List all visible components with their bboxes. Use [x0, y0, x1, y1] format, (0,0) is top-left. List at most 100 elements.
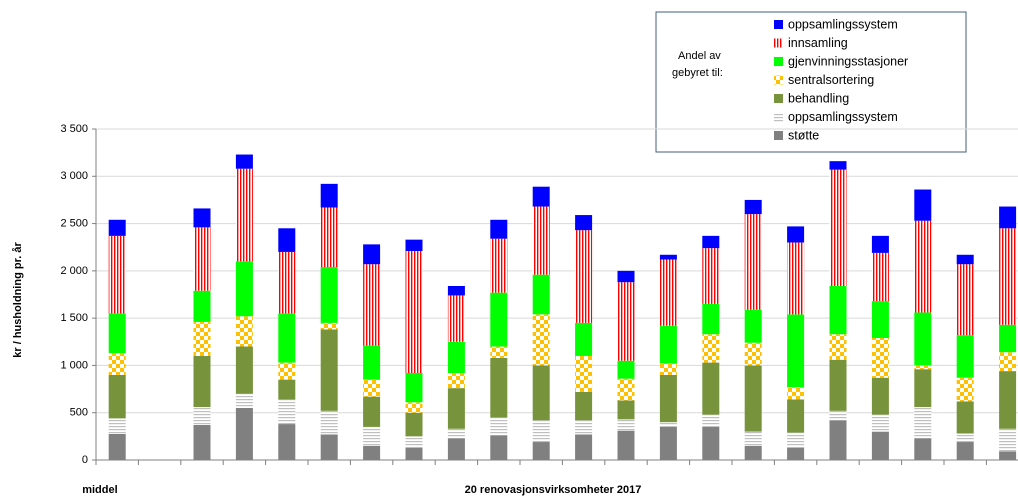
bar-segment — [999, 371, 1017, 429]
bar-segment — [447, 428, 465, 439]
bar-segment — [659, 259, 677, 326]
bar-segment — [363, 345, 381, 380]
bar-segment — [278, 313, 296, 363]
y-tick-label: 1 500 — [60, 312, 88, 324]
bar-segment — [871, 252, 889, 302]
y-tick-label: 1 000 — [60, 359, 88, 371]
bar-segment — [532, 442, 550, 460]
bar-segment — [829, 161, 847, 170]
bar-segment — [108, 353, 126, 375]
bar-segment — [108, 433, 126, 460]
bar-segment — [532, 274, 550, 315]
bar-segment — [193, 290, 211, 322]
bar-segment — [447, 388, 465, 429]
bar-segment — [320, 410, 338, 435]
bar-segment — [490, 238, 508, 293]
legend-swatch — [774, 112, 783, 122]
bar-segment — [956, 442, 974, 460]
bar-segment — [405, 436, 423, 448]
bar-segment — [914, 365, 932, 370]
bar-segment — [617, 360, 635, 379]
bar-segment — [956, 377, 974, 402]
bar-segment — [956, 335, 974, 378]
legend-label: støtte — [788, 128, 819, 142]
bar-segment — [617, 400, 635, 420]
bar-segment — [829, 285, 847, 335]
bar-segment — [914, 438, 932, 460]
bar-segment — [108, 313, 126, 354]
bar-segment — [956, 254, 974, 265]
bar-segment — [490, 417, 508, 436]
bar-segment — [575, 322, 593, 356]
y-tick-label: 3 500 — [60, 123, 88, 135]
bar-segment — [702, 303, 720, 335]
bar-segment — [532, 206, 550, 275]
bar-segment — [320, 183, 338, 208]
bar-segment — [447, 372, 465, 389]
bar-segment — [320, 322, 338, 330]
bar-segment — [235, 168, 253, 262]
bar-segment — [956, 401, 974, 434]
bar-segment — [405, 447, 423, 460]
bar-segment — [235, 346, 253, 394]
legend-swatch — [774, 57, 783, 66]
bar-segment — [490, 435, 508, 460]
bar-segment — [744, 431, 762, 446]
bar-segment — [999, 324, 1017, 353]
legend-swatch — [774, 38, 783, 48]
bar-segment — [702, 334, 720, 363]
bar-segment — [490, 357, 508, 418]
bar-segment — [999, 428, 1017, 452]
bar-segment — [787, 314, 805, 388]
bar-segment — [914, 312, 932, 366]
bar-segment — [193, 355, 211, 408]
bar-segment — [659, 254, 677, 260]
bar-segment — [659, 426, 677, 460]
y-tick-label: 3 000 — [60, 170, 88, 182]
bar-segment — [108, 374, 126, 419]
bar-segment — [999, 451, 1017, 460]
bar-segment — [108, 235, 126, 314]
bar-segment — [871, 235, 889, 253]
bar-segment — [999, 352, 1017, 372]
legend-label: oppsamlingssystem — [788, 17, 898, 31]
bar-segment — [108, 418, 126, 434]
bar-segment — [744, 365, 762, 432]
bar-segment — [702, 362, 720, 415]
bar-segment — [278, 362, 296, 380]
y-tick-label: 500 — [70, 407, 88, 419]
bar-segment — [702, 235, 720, 249]
bar-segment — [787, 399, 805, 433]
bar-segment — [278, 399, 296, 425]
bar-segment — [532, 186, 550, 207]
bar-segment — [914, 407, 932, 439]
bar-segment — [447, 295, 465, 342]
x-tick-label: middel — [82, 484, 117, 496]
bar-segment — [490, 346, 508, 358]
legend-title: Andel av — [678, 50, 721, 62]
bar-segment — [193, 407, 211, 426]
y-tick-label: 2 000 — [60, 265, 88, 277]
bar-segment — [829, 359, 847, 411]
bar-segment — [999, 228, 1017, 325]
bar-segment — [278, 379, 296, 400]
bar-segment — [914, 189, 932, 221]
bar-segment — [235, 261, 253, 317]
bar-segment — [193, 425, 211, 460]
bar-segment — [617, 270, 635, 283]
bar-segment — [193, 208, 211, 228]
bar-segment — [532, 420, 550, 443]
bar-segment — [490, 292, 508, 347]
bar-segment — [787, 226, 805, 243]
bar-segment — [575, 215, 593, 231]
bar-segment — [405, 250, 423, 373]
bar-segment — [744, 445, 762, 460]
bar-segment — [532, 365, 550, 421]
bar-segment — [235, 393, 253, 408]
bar-segment — [829, 420, 847, 460]
y-axis-label: kr / husholdning pr. år — [12, 242, 24, 358]
bar-segment — [363, 445, 381, 460]
bar-segment — [787, 242, 805, 315]
bar-segment — [871, 377, 889, 415]
bar-segment — [871, 338, 889, 378]
